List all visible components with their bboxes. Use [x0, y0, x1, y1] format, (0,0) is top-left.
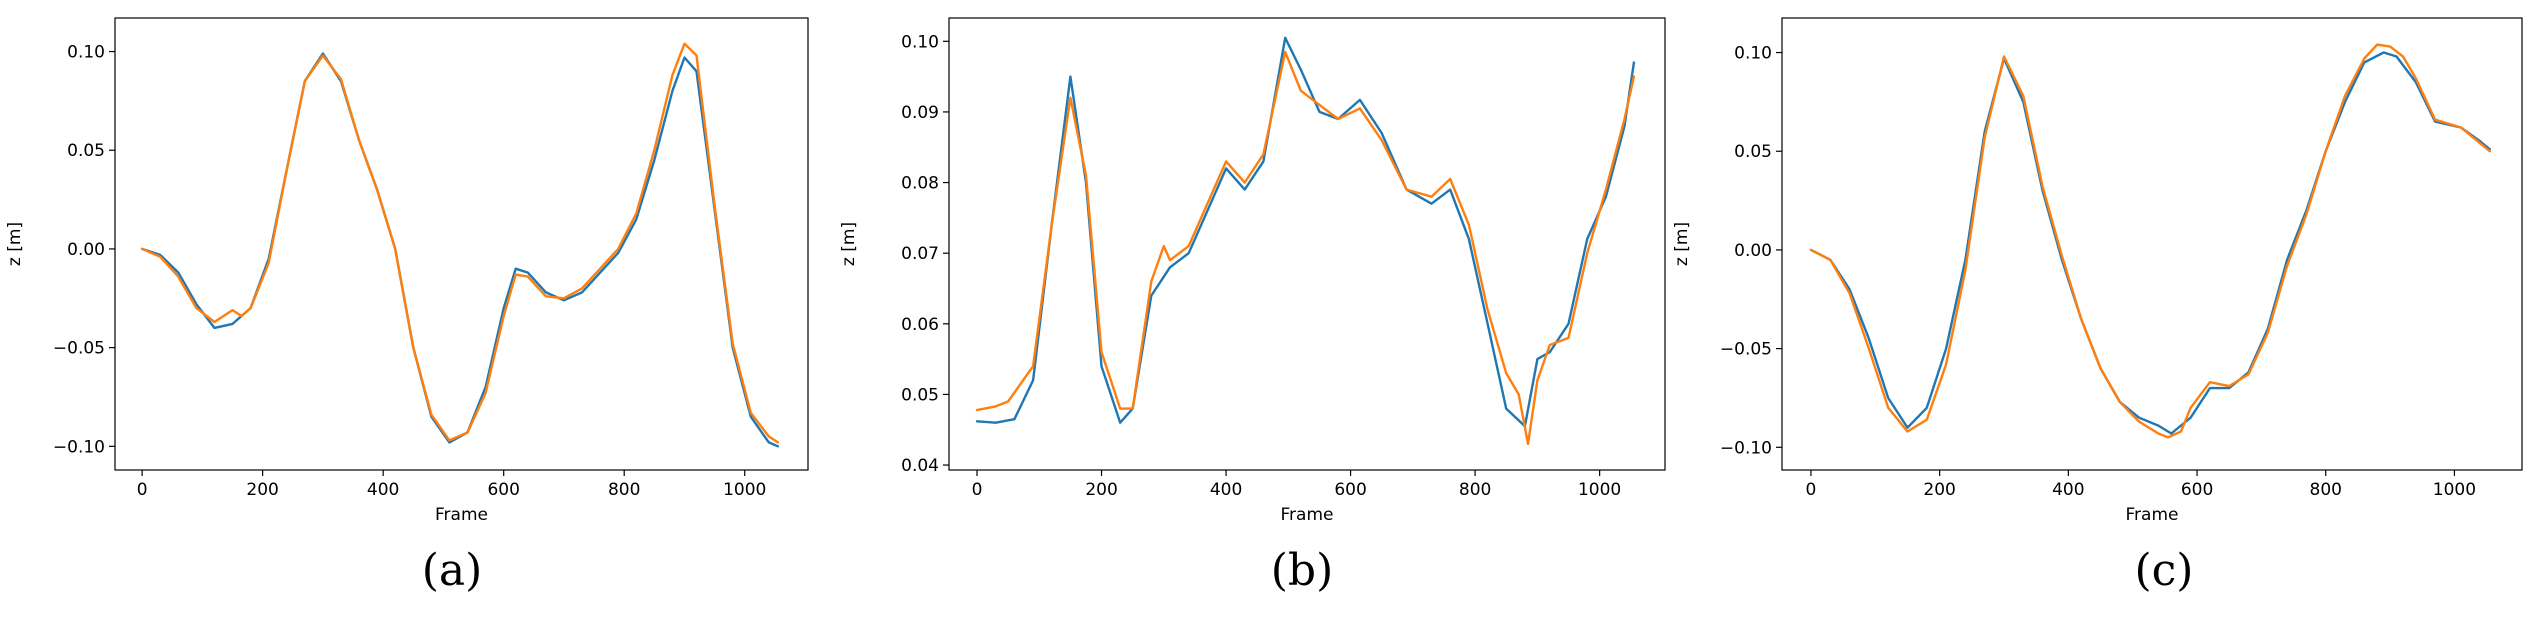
chart-panel-a: 0 200 400 600 800 1000 −0.10 −0.05 0.00 0.05 0.10 F…: [5, 17, 809, 525]
x-tick-label-b: 400: [1210, 480, 1242, 500]
y-tick-label-c: 0.00: [1734, 241, 1772, 261]
y-tick-label-b: 0.05: [901, 385, 939, 405]
y-tick-label-a: −0.10: [53, 437, 105, 457]
axes-frame-a: [114, 17, 809, 471]
caption-c: (c): [2135, 545, 2194, 596]
caption-b: (b): [1271, 545, 1334, 596]
y-axis-label-a: z [m]: [5, 222, 25, 266]
y-tick-label-b: 0.08: [901, 174, 939, 194]
x-tick-label-c: 400: [2052, 480, 2084, 500]
x-tick-label-a: 400: [367, 480, 399, 500]
x-tick-label-b: 200: [1085, 480, 1117, 500]
x-tick-label-b: 1000: [1578, 480, 1621, 500]
y-tick-label-b: 0.07: [901, 244, 939, 264]
series-line-2-a: [140, 42, 780, 444]
x-tick-label-c: 0: [1806, 480, 1817, 500]
x-axis-label-a: Frame: [435, 505, 488, 525]
chart-panel-b: 0 200 400 600 800 1000 0.04 0.05 0.06 0.07 0.08 0.0…: [839, 17, 1666, 525]
y-axis-label-c: z [m]: [1672, 222, 1692, 266]
x-tick-label-a: 800: [608, 480, 640, 500]
y-tick-label-a: −0.05: [53, 339, 105, 359]
y-tick-label-c: 0.05: [1734, 142, 1772, 162]
y-tick-label-c: −0.10: [1720, 438, 1772, 458]
y-tick-label-c: 0.10: [1734, 44, 1772, 64]
x-tick-label-b: 600: [1334, 480, 1366, 500]
x-tick-label-a: 0: [137, 480, 148, 500]
x-tick-label-b: 0: [972, 480, 983, 500]
x-tick-label-a: 600: [487, 480, 519, 500]
y-tick-label-c: −0.05: [1720, 340, 1772, 360]
x-tick-label-c: 800: [2310, 480, 2342, 500]
x-tick-label-a: 200: [246, 480, 278, 500]
series-line-1-c: [1809, 51, 2492, 435]
y-tick-label-b: 0.06: [901, 315, 939, 335]
y-tick-label-b: 0.04: [901, 456, 939, 476]
caption-a: (a): [422, 545, 483, 596]
axes-frame-b: [948, 17, 1666, 471]
y-tick-label-a: 0.05: [67, 141, 105, 161]
x-tick-label-b: 800: [1459, 480, 1491, 500]
y-tick-label-a: 0.00: [67, 240, 105, 260]
x-tick-label-c: 200: [1923, 480, 1955, 500]
y-tick-label-a: 0.10: [67, 43, 105, 63]
y-axis-label-b: z [m]: [839, 222, 859, 266]
series-line-2-c: [1809, 43, 2492, 439]
x-tick-label-c: 1000: [2433, 480, 2476, 500]
chart-panel-c: 0 200 400 600 800 1000 −0.10 −0.05 0.00 0.05 0.10 F…: [1672, 17, 2523, 525]
x-tick-label-a: 1000: [723, 480, 766, 500]
x-axis-label-c: Frame: [2126, 505, 2179, 525]
axes-frame-c: [1781, 17, 2523, 471]
y-tick-label-b: 0.10: [901, 32, 939, 52]
series-line-2-b: [975, 50, 1636, 446]
y-tick-label-b: 0.09: [901, 103, 939, 123]
x-axis-label-b: Frame: [1281, 505, 1334, 525]
x-tick-label-c: 600: [2181, 480, 2213, 500]
